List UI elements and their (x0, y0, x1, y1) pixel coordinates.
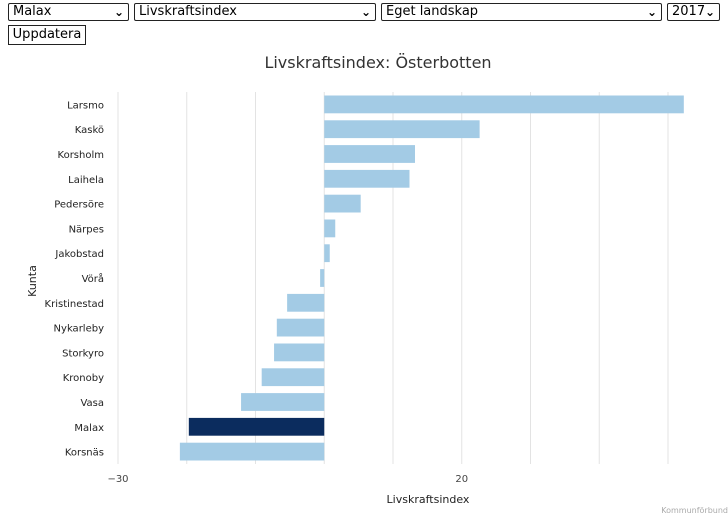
municipality-select[interactable]: Malax ⌄ (8, 3, 129, 21)
category-labels: Larsmo Kaskö Korsholm Laihela Pedersöre Närpe… (45, 100, 105, 458)
category-label: Vörå (82, 272, 104, 285)
chevron-down-icon: ⌄ (360, 5, 371, 19)
category-label: Laihela (68, 175, 104, 186)
category-label: Närpes (69, 224, 104, 235)
bar-pedersöre[interactable] (324, 194, 361, 213)
x-tick-labels: −30 20 (107, 474, 468, 485)
chart-title: Livskraftsindex: Österbotten (264, 53, 491, 72)
bar-vasa[interactable] (241, 393, 325, 411)
category-label: Larsmo (67, 100, 104, 111)
bar-storkyro[interactable] (274, 343, 325, 362)
bar-nykarleby[interactable] (276, 318, 325, 337)
category-label: Jakobstad (54, 249, 104, 260)
category-label: Kaskö (75, 125, 104, 136)
bar-närpes[interactable] (324, 219, 336, 238)
x-axis-label: Livskraftsindex (387, 493, 470, 506)
chevron-down-icon: ⌄ (113, 5, 124, 19)
bar-korsnäs[interactable] (179, 442, 325, 461)
bar-larsmo[interactable] (324, 95, 684, 114)
category-label: Kristinestad (45, 299, 104, 310)
category-label: Storkyro (62, 348, 104, 359)
bar-kronoby[interactable] (261, 368, 325, 387)
municipality-select-value: Malax (13, 4, 52, 19)
bar-chart: Livskraftsindex: Österbotten Larsmo Kaskö… (26, 53, 684, 506)
category-label: Malax (74, 423, 104, 434)
category-label: Korsnäs (65, 448, 104, 459)
region-select-value: Eget landskap (386, 4, 479, 19)
year-select[interactable]: 2017 ⌄ (667, 3, 720, 21)
year-select-value: 2017 (672, 4, 706, 19)
x-tick-label: −30 (107, 474, 128, 485)
bars (179, 95, 684, 461)
update-button[interactable]: Uppdatera (8, 25, 86, 45)
chevron-down-icon: ⌄ (646, 5, 657, 19)
x-tick-label: 20 (455, 474, 468, 485)
category-label: Kronoby (63, 373, 104, 384)
y-axis-label: Kunta (26, 265, 39, 297)
category-label: Vasa (80, 398, 104, 409)
bar-vörå[interactable] (320, 269, 325, 287)
bar-kristinestad[interactable] (287, 293, 325, 312)
filter-bar: Malax ⌄ Livskraftsindex ⌄ Eget landskap … (0, 0, 728, 48)
bar-jakobstad[interactable] (324, 244, 330, 263)
indicator-select-value: Livskraftsindex (139, 4, 237, 19)
indicator-select[interactable]: Livskraftsindex ⌄ (134, 3, 376, 21)
category-label: Korsholm (58, 150, 104, 161)
bar-korsholm[interactable] (324, 145, 415, 163)
region-select[interactable]: Eget landskap ⌄ (381, 3, 662, 21)
bar-kaskö[interactable] (324, 120, 480, 139)
category-label: Pedersöre (54, 200, 104, 211)
bar-laihela[interactable] (324, 169, 410, 188)
footer-credit: Kommunförbund (661, 506, 728, 515)
category-label: Nykarleby (54, 324, 105, 335)
bar-malax[interactable] (188, 417, 325, 436)
chevron-down-icon: ⌄ (704, 5, 715, 19)
